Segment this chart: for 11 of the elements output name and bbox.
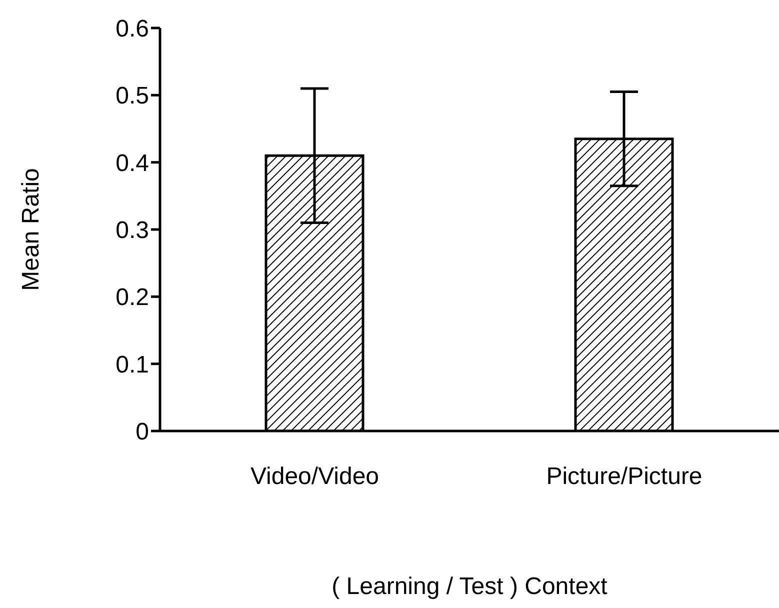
y-tick-label: 0.3 — [116, 217, 149, 244]
y-tick-label: 0 — [136, 418, 149, 446]
y-tick-label: 0.1 — [116, 351, 149, 378]
y-axis-title: Mean Ratio — [18, 168, 45, 291]
y-tick-label: 0.6 — [116, 16, 149, 43]
x-tick-label: Picture/Picture — [546, 463, 702, 490]
x-axis-title: ( Learning / Test ) Context — [332, 573, 608, 600]
y-tick-label: 0.5 — [116, 82, 149, 110]
y-tick-label: 0.2 — [116, 284, 149, 312]
y-tick-label: 0.4 — [116, 150, 149, 177]
x-tick-label: Video/Video — [250, 463, 380, 490]
